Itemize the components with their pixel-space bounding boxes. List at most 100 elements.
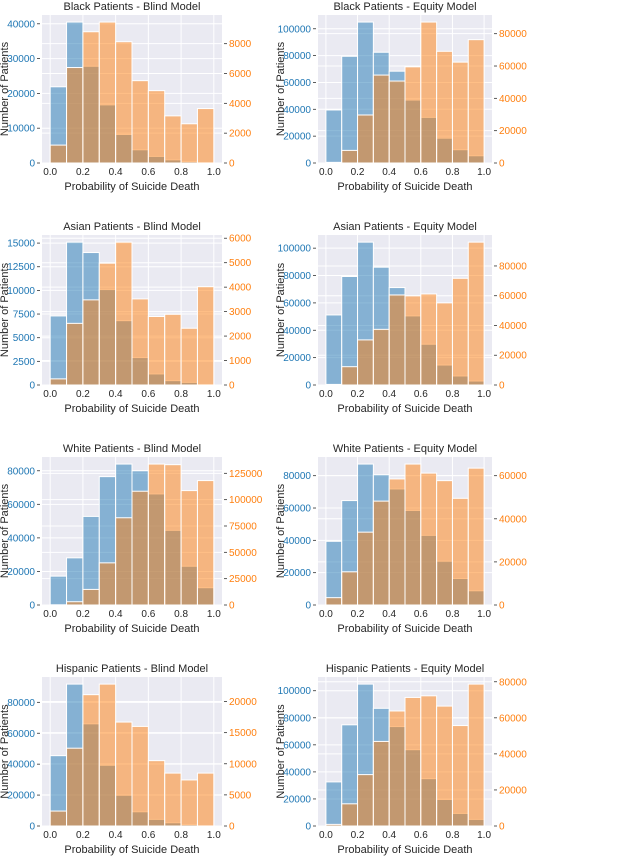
x-tick-label: 0.6	[141, 167, 155, 178]
bar-right	[373, 741, 389, 826]
bar-right	[50, 811, 66, 826]
left-tick-label: 40000	[283, 105, 311, 116]
right-tick-label: 60000	[499, 471, 527, 482]
x-tick-label: 0.0	[319, 609, 333, 620]
bar-right	[99, 563, 115, 605]
left-tick-label: 60000	[283, 504, 311, 515]
left-tick-label: 80000	[283, 51, 311, 62]
bar-right	[67, 68, 83, 163]
bar-right	[468, 242, 484, 385]
subplot-title: Hispanic Patients - Blind Model	[56, 663, 208, 675]
right-tick-label: 40000	[499, 321, 527, 332]
x-tick-label: 1.0	[477, 830, 491, 841]
right-tick-label: 10000	[229, 759, 257, 770]
x-axis-label: Probability of Suicide Death	[337, 181, 472, 193]
bar-right	[197, 481, 213, 605]
bar-left	[326, 782, 342, 826]
bar-right	[437, 51, 453, 163]
left-tick-label: 40000	[7, 19, 35, 30]
bar-right	[405, 296, 421, 385]
x-tick-label: 0.6	[414, 830, 428, 841]
y-axis-label: Number of Patients	[0, 262, 11, 357]
bar-right	[421, 473, 437, 605]
right-tick-label: 8000	[229, 39, 252, 50]
x-tick-label: 0.8	[446, 389, 460, 400]
x-tick-label: 0.2	[76, 830, 90, 841]
bar-right	[389, 295, 405, 385]
left-tick-label: 20000	[283, 132, 311, 143]
left-tick-label: 40000	[7, 533, 35, 544]
bar-right	[197, 109, 213, 163]
left-tick-label: 2500	[13, 357, 36, 368]
right-tick-label: 40000	[499, 94, 527, 105]
bar-right	[468, 40, 484, 163]
y-axis-label: Number of Patients	[275, 41, 287, 136]
left-tick-label: 100000	[278, 686, 312, 697]
right-tick-label: 4000	[229, 99, 252, 110]
y-axis-label: Number of Patients	[275, 262, 287, 357]
left-tick-label: 80000	[283, 471, 311, 482]
right-tick-label: 80000	[499, 29, 527, 40]
left-tick-label: 80000	[7, 698, 35, 709]
bar-right	[132, 299, 148, 385]
x-axis-label: Probability of Suicide Death	[337, 403, 472, 415]
x-tick-label: 0.4	[382, 609, 396, 620]
bar-right	[165, 116, 181, 163]
subplot-title: Black Patients - Blind Model	[64, 1, 201, 13]
right-tick-label: 100000	[229, 495, 263, 506]
bar-right	[437, 303, 453, 385]
bar-right	[181, 491, 197, 605]
x-tick-label: 0.8	[174, 830, 188, 841]
bar-right	[358, 775, 374, 826]
subplot-title: Asian Patients - Equity Model	[333, 221, 477, 233]
subplot-title: White Patients - Blind Model	[63, 443, 201, 455]
x-axis-label: Probability of Suicide Death	[64, 181, 199, 193]
x-tick-label: 0.2	[76, 167, 90, 178]
left-tick-label: 20000	[7, 89, 35, 100]
bar-right	[83, 300, 99, 385]
bar-left	[326, 541, 342, 605]
left-tick-label: 0	[29, 159, 35, 170]
bar-right	[421, 22, 437, 163]
bar-right	[452, 726, 468, 826]
bar-right	[132, 491, 148, 605]
bar-right	[326, 824, 342, 826]
left-tick-label: 0	[29, 381, 35, 392]
left-tick-label: 0	[305, 822, 311, 833]
left-tick-label: 0	[29, 601, 35, 612]
right-tick-label: 50000	[229, 548, 257, 559]
bar-left	[342, 56, 358, 163]
x-axis-label: Probability of Suicide Death	[337, 623, 472, 635]
bar-right	[452, 62, 468, 163]
right-tick-label: 5000	[229, 258, 252, 269]
x-tick-label: 0.2	[351, 167, 365, 178]
y-axis-label: Number of Patients	[0, 704, 11, 799]
x-tick-label: 0.8	[446, 167, 460, 178]
bar-right	[421, 294, 437, 385]
y-axis-label: Number of Patients	[275, 483, 287, 578]
x-tick-label: 0.8	[174, 609, 188, 620]
bar-right	[116, 242, 132, 385]
left-tick-label: 40000	[7, 760, 35, 771]
bar-right	[148, 91, 164, 163]
bar-right	[197, 773, 213, 826]
bar-right	[326, 162, 342, 163]
right-tick-label: 0	[499, 601, 505, 612]
x-tick-label: 0.2	[76, 609, 90, 620]
bar-right	[99, 684, 115, 826]
x-tick-label: 0.6	[141, 389, 155, 400]
x-tick-label: 0.6	[414, 389, 428, 400]
subplot-title: Black Patients - Equity Model	[333, 1, 476, 13]
bar-right	[148, 761, 164, 826]
x-tick-label: 1.0	[207, 389, 221, 400]
bar-right	[468, 684, 484, 826]
right-tick-label: 60000	[499, 62, 527, 73]
left-tick-label: 40000	[283, 536, 311, 547]
right-tick-label: 0	[229, 159, 235, 170]
x-tick-label: 0.2	[351, 609, 365, 620]
